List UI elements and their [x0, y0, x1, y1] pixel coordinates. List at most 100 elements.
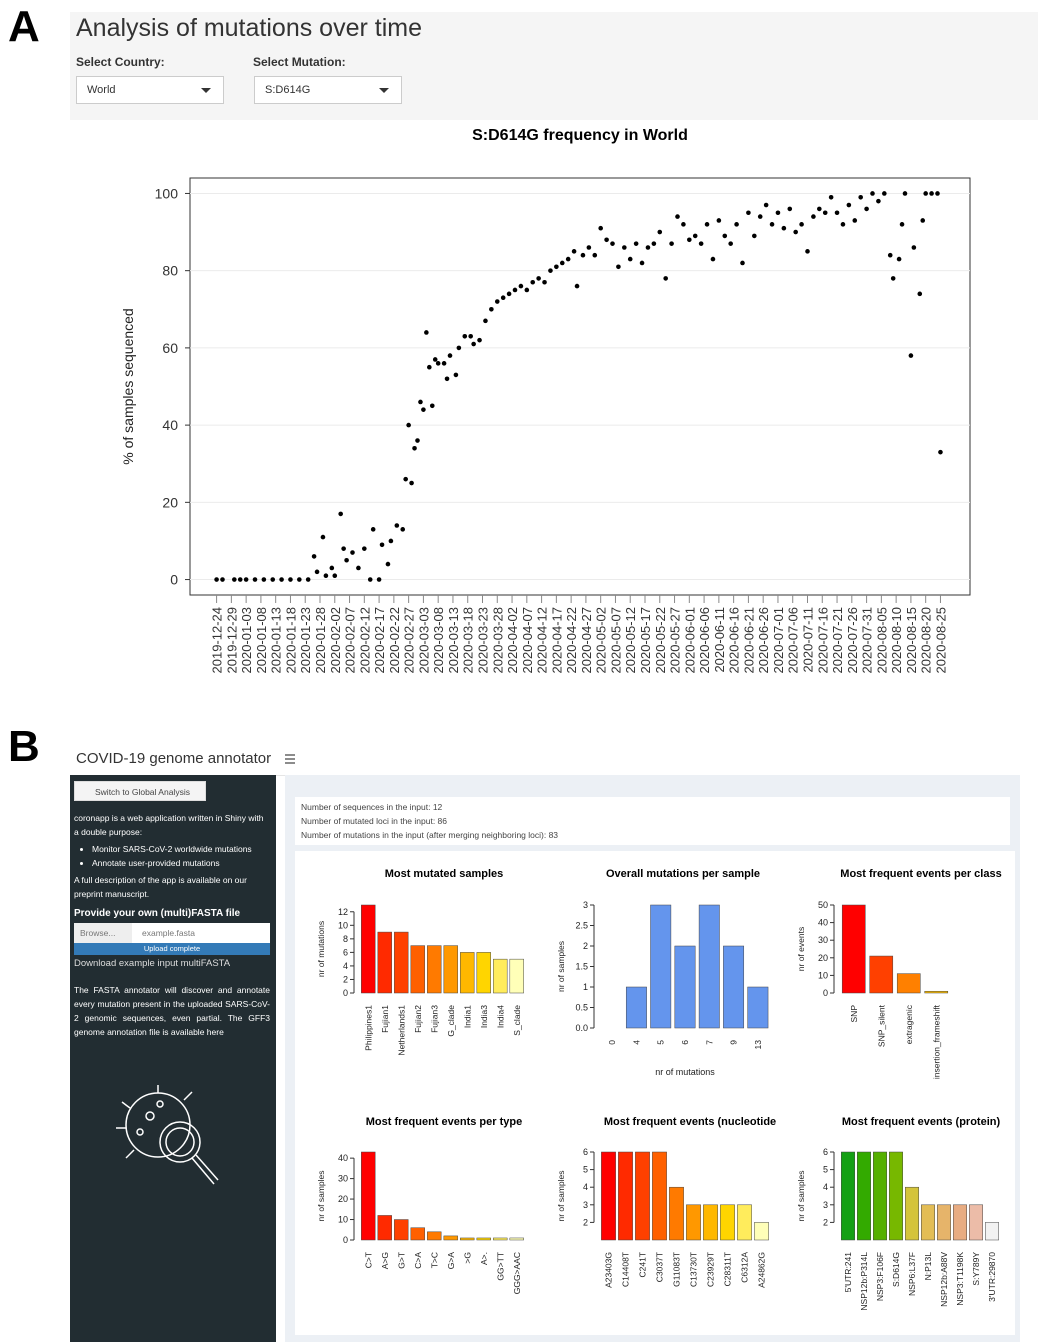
y-tick-label: 20 — [818, 953, 828, 963]
y-tick-label: 6 — [583, 1147, 588, 1157]
bar — [618, 1151, 633, 1241]
y-axis-label: nr of samples — [316, 1170, 326, 1221]
data-point — [870, 191, 875, 196]
country-label: Select Country: — [76, 55, 165, 69]
info-line: Number of mutations in the input (after … — [301, 830, 559, 840]
x-tick-label: SNP_silent — [876, 1004, 886, 1047]
x-tick-label: Fujian3 — [429, 1005, 439, 1033]
data-point — [828, 195, 834, 200]
data-point — [681, 222, 686, 227]
data-point — [639, 260, 645, 266]
data-point — [887, 252, 893, 258]
x-tick-label: Netherlands1 — [396, 1005, 406, 1056]
data-point — [734, 222, 739, 227]
x-tick-label: 2020-08-20 — [919, 607, 934, 674]
data-point — [929, 191, 934, 196]
y-tick-label: 20 — [162, 494, 178, 510]
x-tick-label: 13 — [753, 1040, 763, 1050]
menu-toggle[interactable] — [284, 753, 296, 765]
panel-letter: B — [8, 722, 40, 771]
data-point — [418, 399, 423, 405]
x-tick-label: G11083T — [672, 1252, 682, 1287]
x-tick-label: 2020-03-18 — [461, 607, 476, 674]
info-box: Number of sequences in the input: 12 Num… — [295, 797, 1010, 845]
data-point — [403, 476, 408, 482]
x-tick-label: Fujian1 — [380, 1005, 390, 1033]
data-point — [297, 577, 302, 582]
chart-title: S:D614G frequency in World — [472, 127, 688, 144]
x-tick-label: 2020-05-02 — [594, 607, 609, 674]
mutation-value: S:D614G — [265, 84, 311, 96]
data-point — [323, 573, 329, 578]
data-point — [548, 268, 553, 273]
data-point — [817, 206, 822, 212]
x-tick-label: 2020-05-12 — [623, 607, 638, 674]
x-tick-label: 2020-08-15 — [904, 607, 919, 674]
x-tick-label: 3'UTR:29870 — [987, 1252, 997, 1302]
data-point — [793, 229, 798, 235]
x-tick-label: 2020-05-22 — [653, 607, 668, 674]
data-point — [890, 276, 896, 281]
data-point — [447, 353, 453, 358]
info-line: Number of mutated loci in the input: 86 — [301, 816, 447, 826]
x-tick-label: 2020-06-21 — [741, 607, 756, 674]
data-point — [483, 318, 488, 324]
bar — [652, 1151, 667, 1241]
data-point — [494, 299, 500, 304]
y-tick-label: 100 — [155, 185, 179, 201]
y-axis-label: nr of samples — [556, 1170, 566, 1221]
data-point — [692, 233, 698, 239]
bar — [361, 904, 376, 994]
data-point — [698, 241, 704, 246]
country-select[interactable]: World — [76, 76, 224, 104]
app-title: COVID-19 genome annotator — [76, 750, 272, 767]
y-tick-label: 3 — [583, 900, 588, 910]
data-point — [799, 222, 804, 227]
upload-label: Provide your own (multi)FASTA file — [74, 908, 241, 919]
bar — [476, 1237, 491, 1241]
bar — [361, 1151, 376, 1241]
data-point — [421, 407, 426, 412]
data-point — [554, 264, 559, 270]
mutation-select[interactable]: S:D614G — [254, 76, 402, 104]
y-tick-label: 6 — [823, 1147, 828, 1157]
y-tick-label: 4 — [583, 1182, 588, 1192]
switch-button[interactable]: Switch to Global Analysis — [74, 781, 206, 801]
x-tick-label: C14408T — [621, 1252, 631, 1287]
download-link[interactable]: Download example input multiFASTA — [74, 958, 231, 969]
bar — [635, 1151, 650, 1241]
bar — [493, 1237, 508, 1241]
bar — [698, 904, 720, 1029]
data-point — [598, 225, 603, 231]
data-point — [622, 245, 627, 250]
x-tick-label: 2020-06-06 — [697, 607, 712, 674]
y-axis-label: nr of mutations — [316, 921, 326, 977]
chart-title: Most frequent events per type — [366, 1116, 522, 1128]
y-tick-label: 80 — [162, 263, 178, 279]
bar — [924, 990, 949, 994]
x-tick-label: 2019-12-29 — [224, 607, 239, 674]
data-point — [314, 569, 320, 575]
mutation-label: Select Mutation: — [253, 55, 346, 69]
data-point — [858, 195, 863, 200]
x-tick-label: 2020-04-22 — [564, 607, 579, 674]
x-tick-label: C3037T — [655, 1252, 665, 1282]
x-tick-label: 2020-07-16 — [815, 607, 830, 674]
bar — [427, 945, 442, 994]
data-point — [220, 577, 225, 582]
y-tick-label: 3 — [583, 1200, 588, 1210]
y-tick-label: 0 — [823, 988, 828, 998]
x-tick-label: T>C — [429, 1252, 439, 1268]
data-point — [805, 249, 810, 254]
y-tick-label: 5 — [583, 1165, 588, 1175]
bar — [493, 958, 508, 994]
browse-button[interactable]: Browse... — [74, 923, 132, 943]
data-point — [243, 577, 249, 582]
y-tick-label: 4 — [823, 1182, 828, 1192]
x-tick-label: 2020-05-07 — [608, 607, 623, 674]
data-point — [882, 191, 887, 196]
bar — [873, 1151, 887, 1241]
bar — [625, 986, 647, 1029]
data-point — [406, 422, 411, 428]
bar — [921, 1204, 935, 1241]
